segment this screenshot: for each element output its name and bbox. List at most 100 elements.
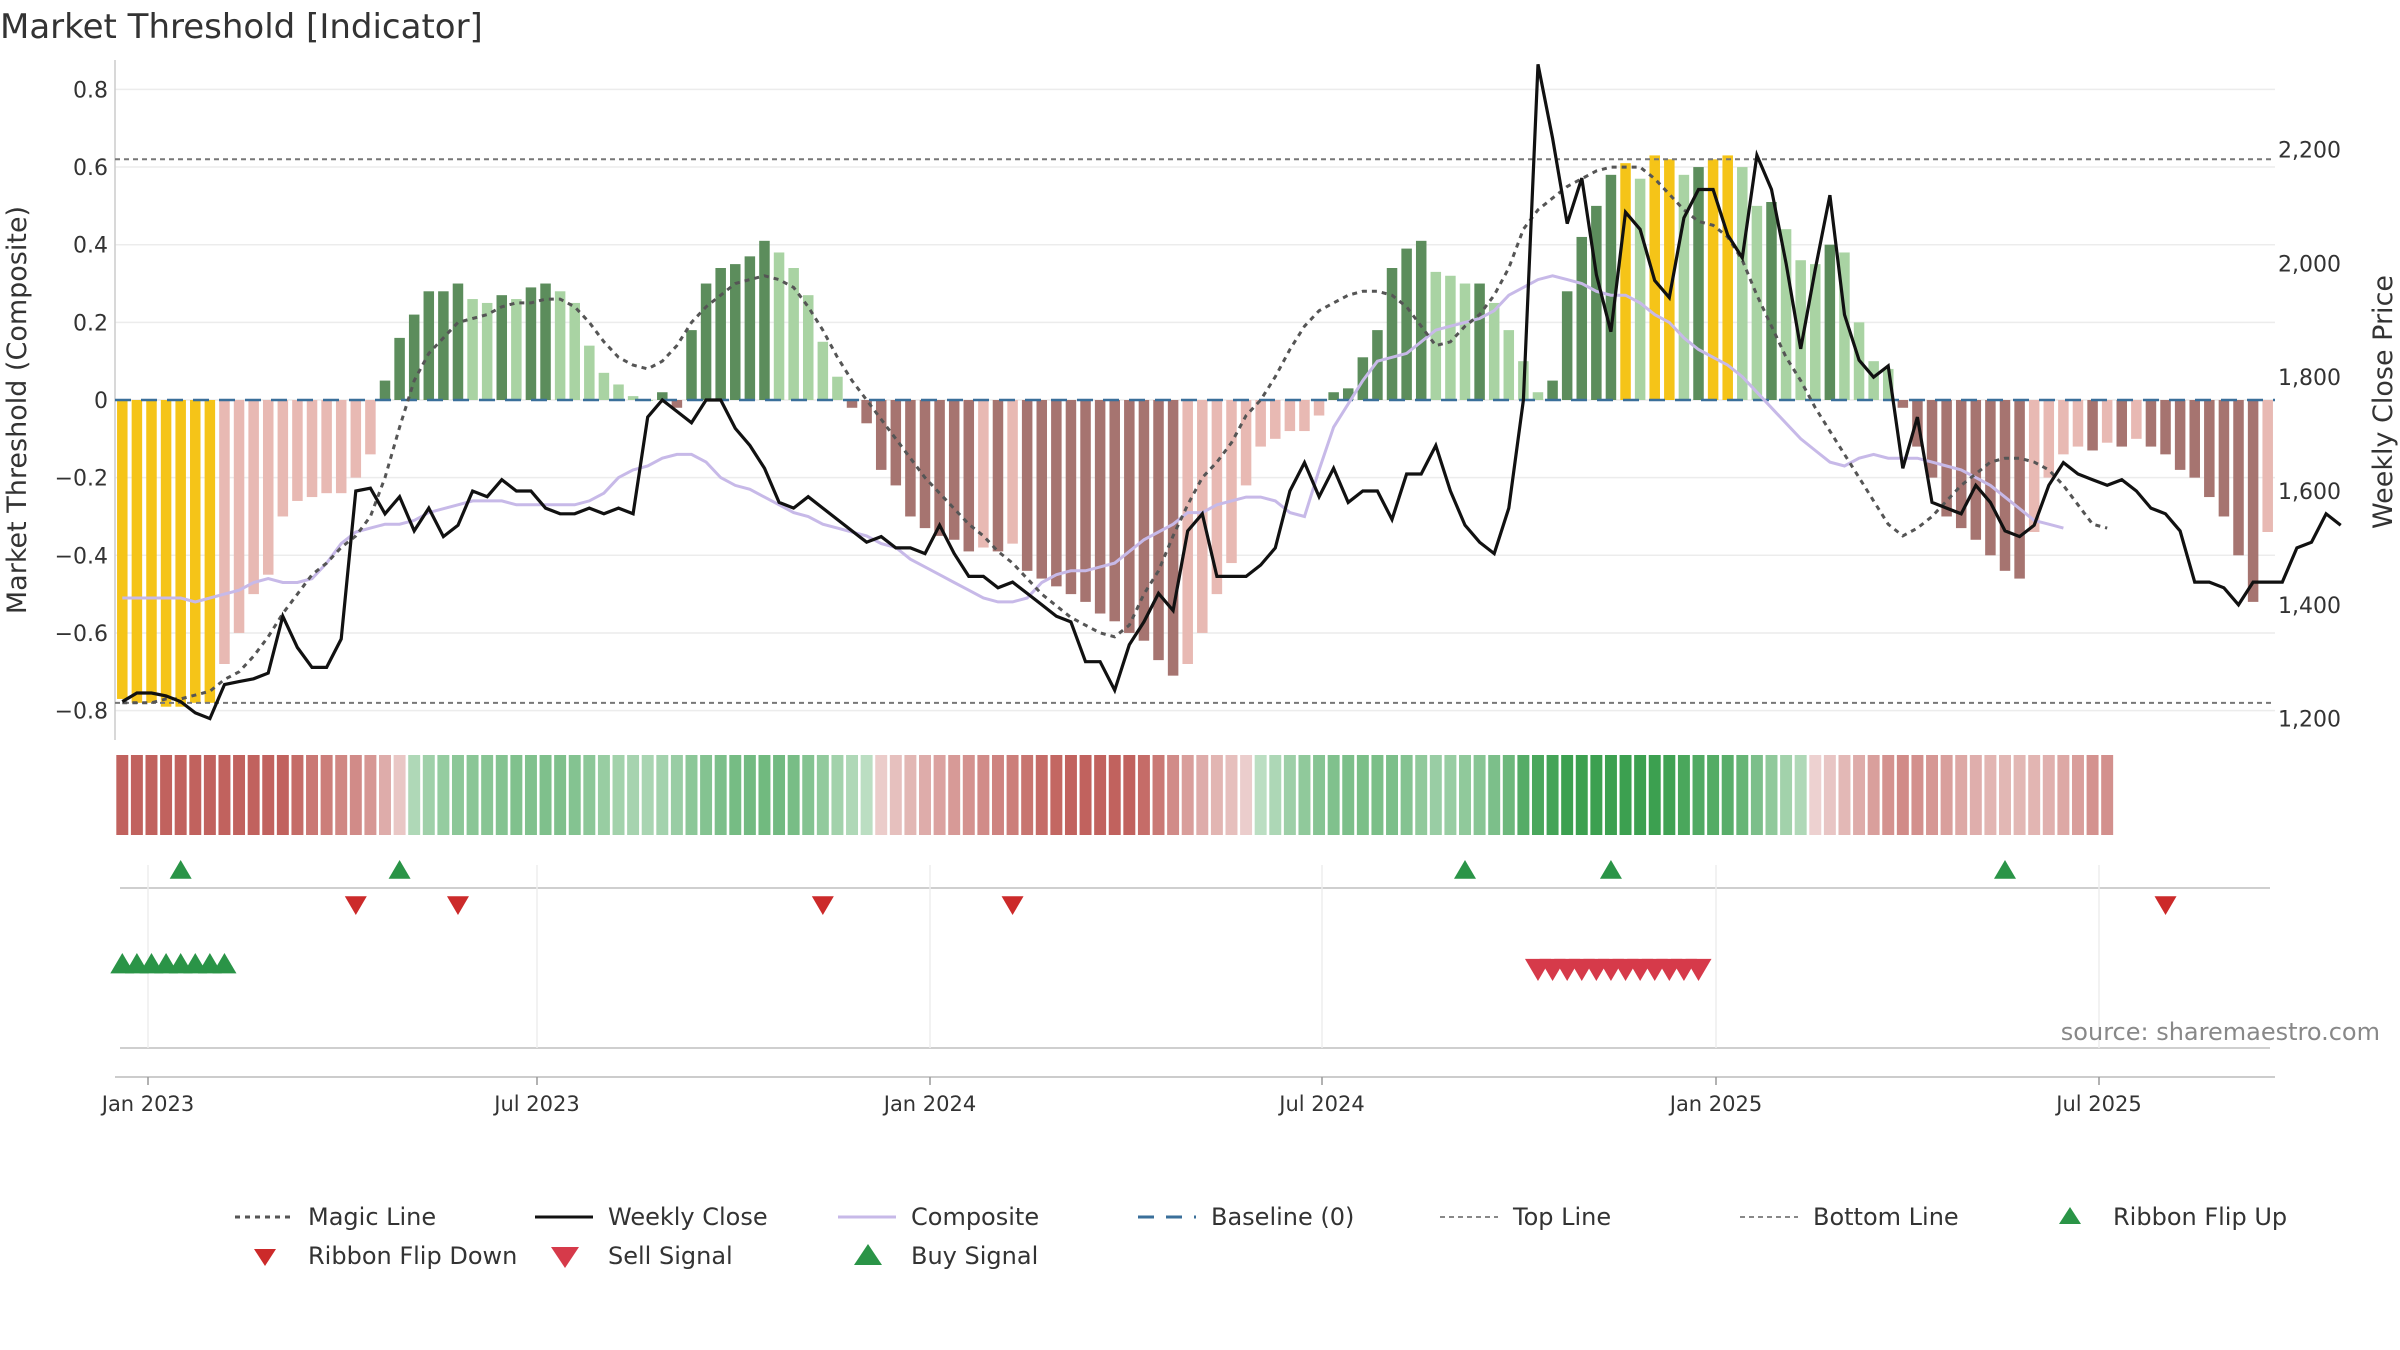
composite-bar <box>1824 244 1836 400</box>
composite-bar <box>1766 202 1777 400</box>
ribbon-segment <box>1050 755 1063 835</box>
ribbon-segment <box>524 755 537 835</box>
composite-bar <box>1313 400 1325 416</box>
ribbon-segment <box>977 755 990 835</box>
composite-bar <box>511 299 522 400</box>
composite-bar <box>978 400 989 548</box>
legend-swatch <box>254 1249 276 1266</box>
composite-bar <box>1372 330 1383 400</box>
y-tick-label: 0.4 <box>73 234 108 259</box>
composite-bar <box>715 268 726 400</box>
ribbon-segment <box>408 755 421 835</box>
ribbon-segment <box>1167 755 1180 835</box>
ribbon-segment <box>1838 755 1851 835</box>
composite-bar <box>1430 271 1442 400</box>
composite-bar <box>1328 392 1339 400</box>
legend-item: Weekly Close <box>535 1203 768 1231</box>
composite-bar <box>1051 400 1062 587</box>
ribbon-segment <box>714 755 727 835</box>
legend-item: Top Line <box>1440 1203 1611 1231</box>
ribbon-segment <box>174 755 187 835</box>
ribbon-segment <box>422 755 435 835</box>
ribbon-segment <box>1590 755 1603 835</box>
y2-axis-ticks: 2,200 2,000 1,800 1,600 1,400 1,200 <box>2278 139 2341 733</box>
ribbon-segment <box>1444 755 1457 835</box>
ribbon-segment <box>495 755 508 835</box>
composite-bar <box>481 302 493 400</box>
ribbon-segment <box>2028 755 2041 835</box>
ribbon-segment <box>1940 755 1953 835</box>
composite-bar <box>2131 400 2142 439</box>
composite-bar <box>233 400 245 633</box>
ribbon-segment <box>1604 755 1617 835</box>
composite-bar <box>992 400 1004 552</box>
y-tick-label: −0.6 <box>55 622 108 647</box>
ribbon-segment <box>1780 755 1793 835</box>
ribbon-segment <box>349 755 362 835</box>
y2-tick-label: 1,800 <box>2278 366 2341 391</box>
ribbon-segment <box>291 755 304 835</box>
ribbon-segment <box>1677 755 1690 835</box>
legend-swatch <box>854 1244 882 1265</box>
ribbon-segment <box>1342 755 1355 835</box>
ribbon-segment <box>1240 755 1253 835</box>
composite-bar <box>1065 400 1077 595</box>
ribbon-segment <box>1064 755 1077 835</box>
ribbon-segment <box>641 755 654 835</box>
legend-label: Ribbon Flip Up <box>2113 1203 2287 1231</box>
y2-tick-label: 2,200 <box>2278 139 2341 164</box>
composite-bar <box>1415 240 1427 400</box>
ribbon-flip-down-marker <box>446 896 469 915</box>
composite-bar <box>730 264 741 400</box>
composite-bar <box>788 268 799 400</box>
composite-bar <box>1591 205 1602 400</box>
ribbon-segment <box>1853 755 1866 835</box>
ribbon-segment <box>1021 755 1034 835</box>
ribbon-segment <box>758 755 771 835</box>
legend-item: Bottom Line <box>1740 1203 1959 1231</box>
buy-signal-marker <box>212 953 237 974</box>
composite-bar <box>554 291 566 400</box>
composite-bar <box>598 372 610 400</box>
composite-bar <box>919 400 931 529</box>
composite-bar <box>1284 400 1296 432</box>
y2-tick-label: 1,200 <box>2278 708 2341 733</box>
composite-bar <box>321 400 332 494</box>
composite-bar <box>905 400 916 517</box>
composite-bar <box>1255 400 1266 447</box>
x-axis: Jan 2023 Jul 2023 Jan 2024 Jul 2024 Jan 2025… <box>100 1077 2142 1116</box>
composite-bar <box>1985 400 1996 556</box>
composite-bar <box>365 400 376 455</box>
ribbon-segment <box>276 755 289 835</box>
ribbon-segment <box>1269 755 1282 835</box>
ribbon-segment <box>1619 755 1632 835</box>
composite-bar <box>160 400 172 707</box>
ribbon-flip-down-marker <box>2154 896 2177 915</box>
ribbon-flip-down-marker <box>344 896 367 915</box>
ribbon-segment <box>831 755 844 835</box>
ribbon-segment <box>1327 755 1340 835</box>
y-tick-label: −0.2 <box>55 467 108 492</box>
composite-bar <box>1780 229 1792 400</box>
series-lines <box>115 63 2342 721</box>
x-tick-label: Jul 2024 <box>1277 1092 1364 1116</box>
ribbon-segment <box>933 755 946 835</box>
ribbon-segment <box>1137 755 1150 835</box>
legend-item: Ribbon Flip Down <box>254 1242 517 1270</box>
composite-bar <box>584 345 595 400</box>
ribbon-segment <box>160 755 173 835</box>
composite-bar <box>2087 400 2098 451</box>
composite-bar <box>2233 400 2244 556</box>
ribbon-segment <box>991 755 1004 835</box>
composite-bar <box>2058 400 2069 455</box>
y-tick-label: 0.8 <box>73 78 108 103</box>
composite-bar <box>802 295 814 400</box>
ribbon-segment <box>481 755 494 835</box>
composite-bar <box>2189 400 2200 478</box>
composite-bar <box>146 400 157 703</box>
ribbon-segment <box>189 755 202 835</box>
ribbon-segment <box>1371 755 1384 835</box>
ribbon-segment <box>1984 755 1997 835</box>
composite-bar <box>1488 302 1500 400</box>
